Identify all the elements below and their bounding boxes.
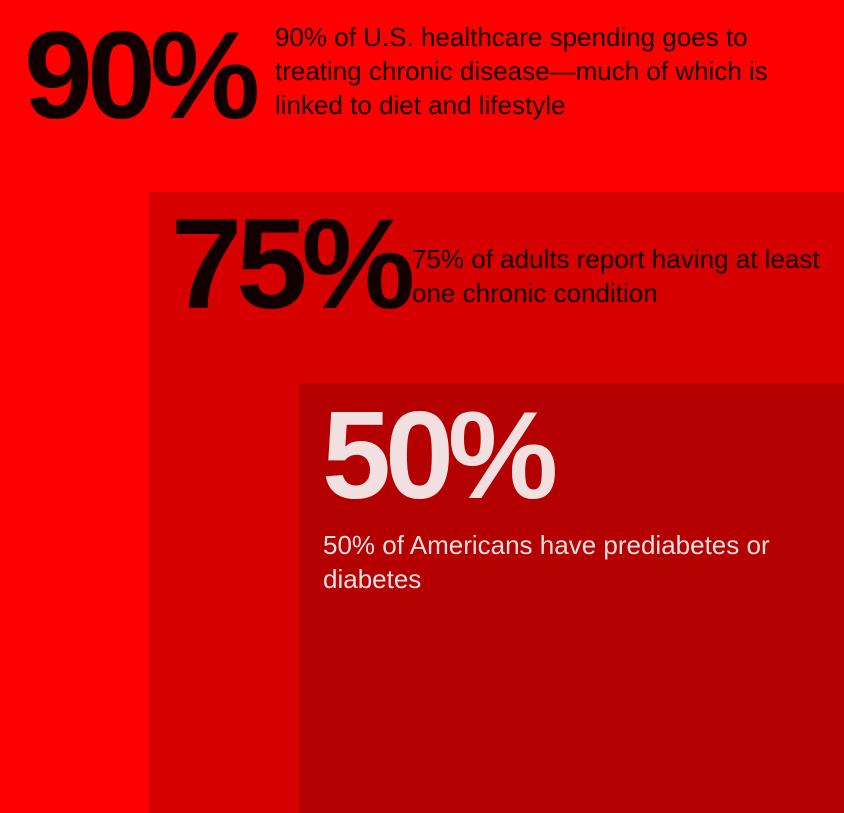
stat-value-90: 90% (24, 7, 260, 145)
stat-text-90: 90% of U.S. healthcare spending goes to … (275, 22, 768, 120)
stat-panel-50: 50% 50% of Americans have prediabetes or… (299, 383, 844, 813)
stat-value-75: 75% (171, 193, 415, 336)
stat-text-75: 75% of adults report having at least one… (412, 244, 820, 308)
stat-value-50: 50% (322, 387, 558, 525)
stat-text-50: 50% of Americans have prediabetes or dia… (323, 530, 770, 594)
